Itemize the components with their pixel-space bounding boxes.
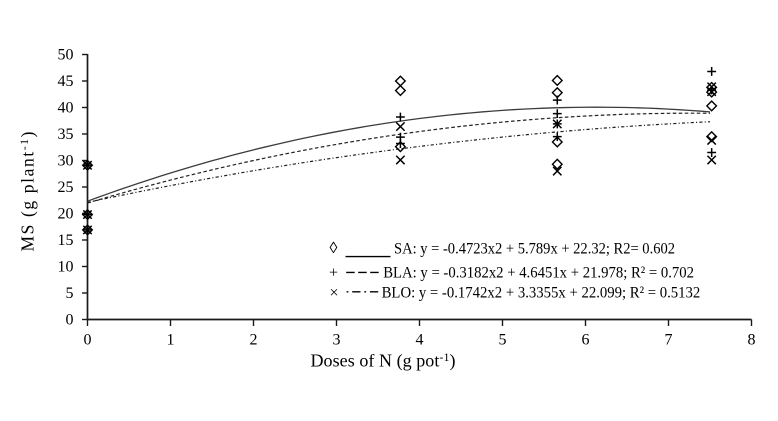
svg-text:45: 45 bbox=[58, 73, 74, 90]
svg-text:8: 8 bbox=[748, 332, 756, 349]
svg-text:1: 1 bbox=[167, 332, 175, 349]
svg-text:5: 5 bbox=[499, 332, 507, 349]
svg-text:5: 5 bbox=[66, 285, 74, 302]
svg-text:4: 4 bbox=[416, 332, 424, 349]
svg-text:6: 6 bbox=[582, 332, 590, 349]
svg-text:50: 50 bbox=[58, 47, 74, 64]
svg-text:30: 30 bbox=[58, 153, 74, 170]
svg-text:35: 35 bbox=[58, 126, 74, 143]
svg-text:MS (g plant-1): MS (g plant-1) bbox=[18, 131, 38, 251]
svg-text:BLA: y = -0.3182x2 + 4.6451x +: BLA: y = -0.3182x2 + 4.6451x + 21.978; R… bbox=[383, 264, 694, 281]
svg-text:◊: ◊ bbox=[330, 240, 338, 257]
svg-text:15: 15 bbox=[58, 232, 74, 249]
svg-text:40: 40 bbox=[58, 100, 74, 117]
svg-text:BLO: y = -0.1742x2 + 3.3355x +: BLO: y = -0.1742x2 + 3.3355x + 22.099; R… bbox=[382, 284, 701, 301]
svg-text:20: 20 bbox=[58, 206, 74, 223]
svg-text:×: × bbox=[330, 285, 339, 302]
svg-text:3: 3 bbox=[333, 332, 341, 349]
svg-text:2: 2 bbox=[250, 332, 258, 349]
svg-text:0: 0 bbox=[66, 312, 74, 329]
svg-text:25: 25 bbox=[58, 179, 74, 196]
svg-text:+: + bbox=[329, 264, 338, 281]
svg-text:0: 0 bbox=[84, 332, 92, 349]
svg-text:Doses of N (g pot-1): Doses of N (g pot-1) bbox=[311, 350, 456, 372]
svg-text:SA: y = -0.4723x2 + 5.789x + 2: SA: y = -0.4723x2 + 5.789x + 22.32; R2= … bbox=[394, 240, 675, 257]
svg-text:7: 7 bbox=[665, 332, 673, 349]
svg-text:10: 10 bbox=[58, 259, 74, 276]
